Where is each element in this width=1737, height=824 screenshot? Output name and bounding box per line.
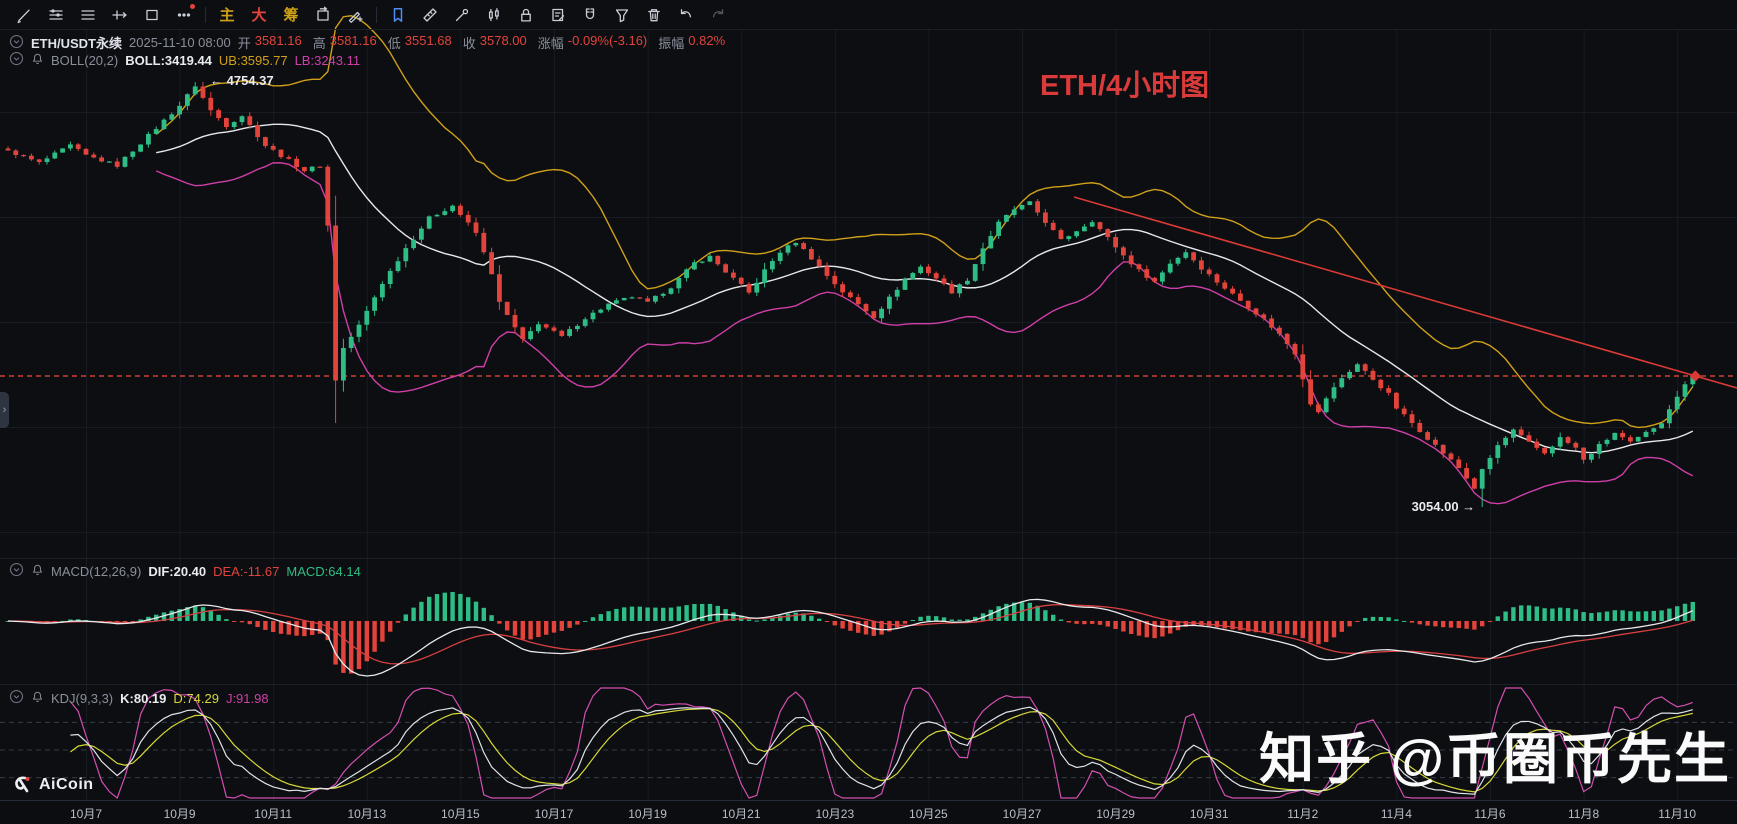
x-axis-label: 10月19: [628, 807, 667, 821]
list-icon[interactable]: [76, 4, 100, 26]
boll-legend: BOLL(20,2) BOLL:3419.44 UB:3595.77 LB:32…: [9, 51, 360, 69]
lock-icon[interactable]: [514, 4, 538, 26]
macd-dif-value: DIF:20.40: [148, 563, 207, 579]
kdj-legend: KDJ(9,3,3) K:80.19 D:74.29 J:91.98: [9, 689, 269, 707]
ruler-icon[interactable]: [418, 4, 442, 26]
aicoin-logo-text: AiCoin: [39, 776, 94, 793]
pencil-icon[interactable]: [12, 4, 36, 26]
boll-mid-value: BOLL:3419.44: [125, 52, 212, 68]
boll-lb-value: LB:3243.11: [294, 52, 361, 68]
macd-legend: MACD(12,26,9) DIF:20.40 DEA:-11.67 MACD:…: [9, 562, 361, 580]
chips-button[interactable]: 筹: [283, 7, 299, 24]
replay-icon[interactable]: [311, 4, 335, 26]
kdj-j-value: J:91.98: [225, 690, 269, 706]
undo-icon[interactable]: [674, 4, 698, 26]
x-axis-label: 10月31: [1189, 807, 1229, 821]
notification-badge: [190, 3, 195, 9]
main-chart-button[interactable]: 主: [219, 7, 235, 24]
macd-dea-value: DEA:-11.67: [213, 563, 280, 579]
alert-bell-icon[interactable]: [31, 563, 44, 580]
datetime-label: 2025-11-10 08:00: [129, 35, 231, 50]
magnet-icon[interactable]: [578, 4, 602, 26]
x-axis-label: 10月21: [721, 807, 761, 821]
x-axis[interactable]: [0, 800, 1737, 824]
redo-icon[interactable]: [706, 4, 730, 26]
toolbar-separator: [376, 6, 377, 23]
alert-bell-icon[interactable]: [31, 52, 44, 69]
macd-value: MACD:64.14: [286, 563, 361, 579]
ohlc-item: 低 3551.68: [387, 33, 452, 51]
collapse-chevron-icon[interactable]: [9, 562, 24, 580]
ohlc-item: 收 3578.00: [462, 33, 527, 51]
collapse-chevron-icon[interactable]: [9, 689, 24, 707]
boll-name: BOLL(20,2): [51, 52, 119, 68]
filter-icon[interactable]: [610, 4, 634, 26]
toolbar-separator: [205, 6, 206, 23]
x-axis-label: 11月10: [1658, 807, 1697, 821]
x-axis-label: 10月9: [163, 807, 196, 821]
kdj-name: KDJ(9,3,3): [51, 690, 114, 706]
ohlc-item: 开 3581.16: [237, 33, 302, 51]
bookmark-icon[interactable]: [386, 4, 410, 26]
x-axis-label: 11月8: [1568, 807, 1600, 821]
ohlc-item: 高 3581.16: [312, 33, 377, 51]
aicoin-logo: AiCoin: [12, 774, 94, 796]
watermark: 知乎 @币圈币先生: [1259, 728, 1731, 790]
alert-bell-icon[interactable]: [31, 690, 44, 707]
collapse-chevron-icon[interactable]: [9, 34, 24, 52]
brush-icon[interactable]: [450, 4, 474, 26]
kdj-d-value: D:74.29: [173, 690, 219, 706]
x-axis-label: 10月7: [69, 807, 103, 821]
chart-title: ETH/4小时图: [1040, 70, 1210, 102]
ohlc-item: 振幅 0.82%: [658, 33, 726, 51]
rectangle-icon[interactable]: [140, 4, 164, 26]
ohlc-item: 涨幅 -0.09%(-3.16): [537, 33, 648, 51]
x-axis-label: 10月13: [347, 807, 387, 821]
high-price-annotation: ← 4754.37: [210, 72, 274, 88]
x-axis-label: 10月25: [909, 807, 948, 821]
measure-lines-icon[interactable]: [44, 4, 68, 26]
more-tools-icon[interactable]: [172, 3, 196, 26]
candles-icon[interactable]: [482, 4, 506, 26]
boll-ub-value: UB:3595.77: [218, 52, 288, 68]
aicoin-logo-icon: [15, 776, 30, 793]
draw-pen-icon[interactable]: [343, 4, 367, 26]
x-axis-label: 10月17: [534, 807, 574, 821]
x-axis-label: 10月27: [1002, 807, 1042, 821]
drawing-toolbar: 主大筹: [0, 0, 1737, 30]
ray-line-icon[interactable]: [108, 4, 132, 26]
trash-icon[interactable]: [642, 4, 666, 26]
x-axis-label: 11月4: [1380, 807, 1412, 821]
x-axis-label: 10月11: [254, 807, 293, 821]
low-price-annotation: 3054.00 →: [1411, 499, 1476, 514]
x-axis-label: 10月15: [441, 807, 480, 821]
main-legend: ETH/USDT永续 2025-11-10 08:00 开 3581.16 高 358…: [9, 33, 728, 52]
x-axis-label: 10月23: [815, 807, 855, 821]
sidebar-toggle[interactable]: ›: [0, 392, 9, 428]
big-view-button[interactable]: 大: [251, 7, 267, 24]
note-edit-icon[interactable]: [546, 4, 570, 26]
x-axis-label: 11月6: [1474, 807, 1506, 821]
x-axis-label: 10月29: [1096, 807, 1135, 821]
kdj-k-value: K:80.19: [120, 690, 167, 706]
x-axis-label: 11月2: [1287, 807, 1319, 821]
symbol-label: ETH/USDT永续: [31, 36, 123, 51]
macd-name: MACD(12,26,9): [51, 563, 142, 579]
collapse-chevron-icon[interactable]: [9, 51, 24, 69]
